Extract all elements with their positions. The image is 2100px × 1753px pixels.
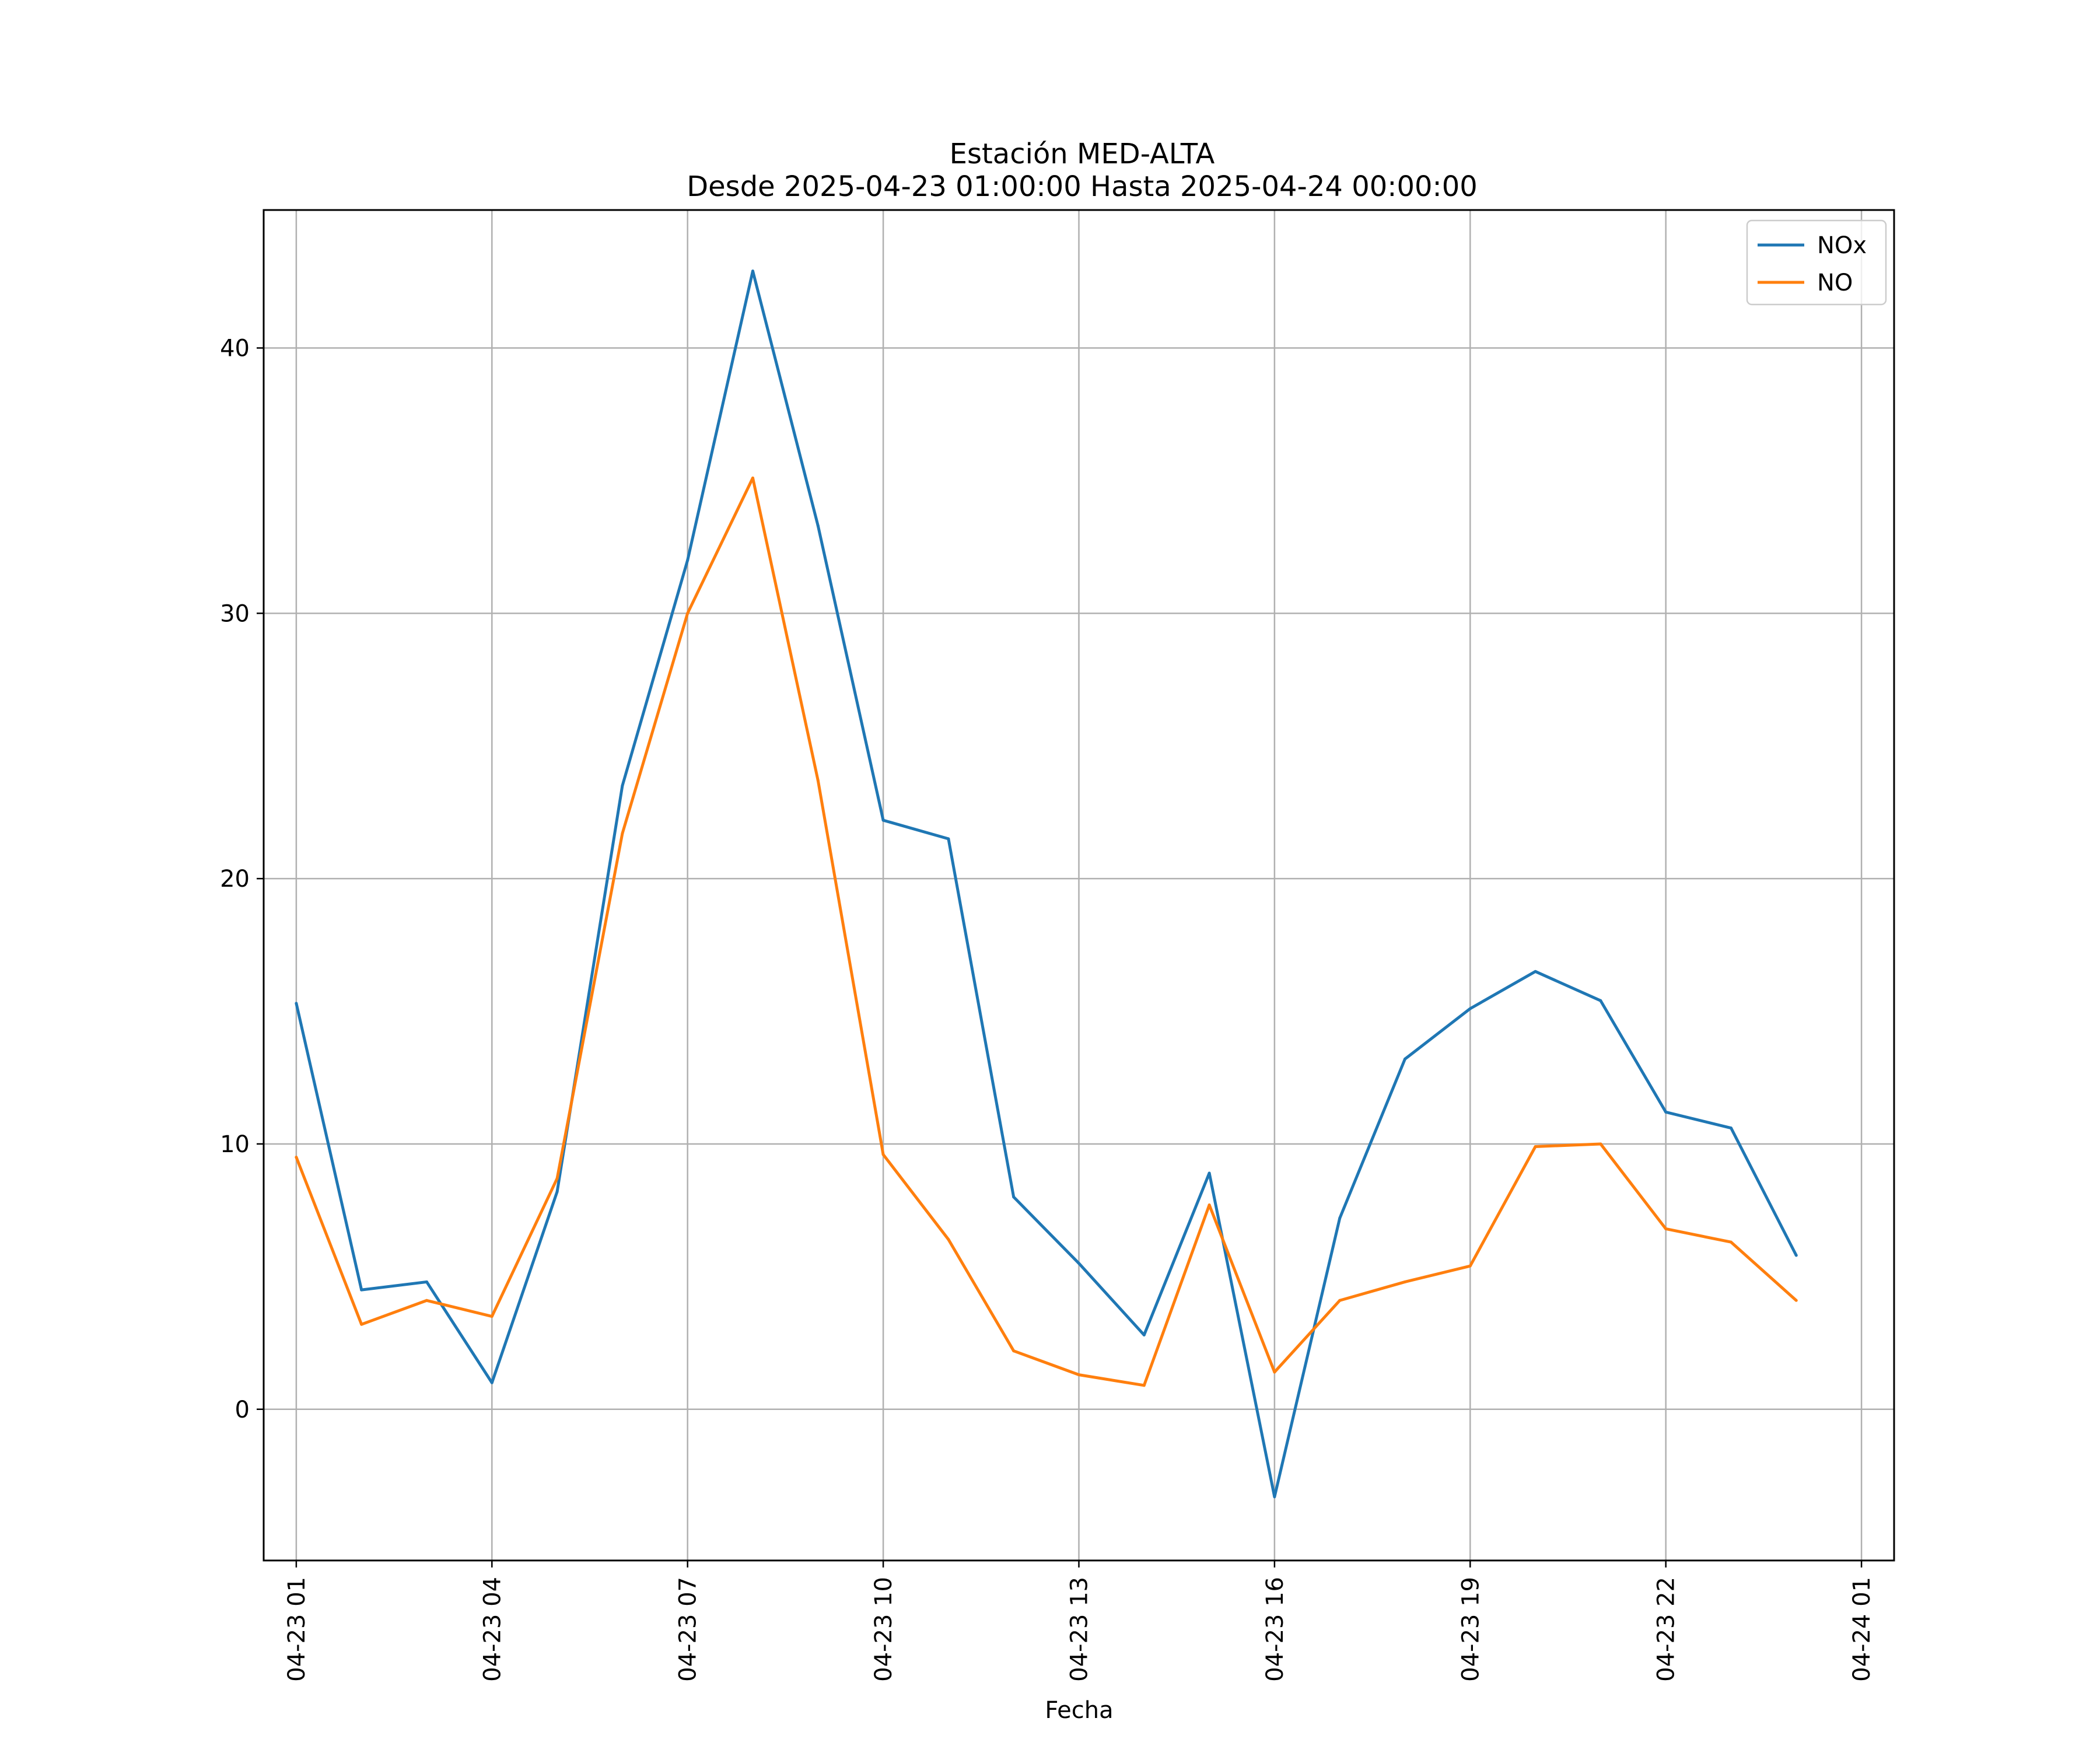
data-point-no [1599, 1142, 1602, 1146]
x-tick-label: 04-23 10 [870, 1577, 897, 1682]
legend-label-no: NO [1817, 270, 1853, 296]
data-point-nox [295, 1002, 298, 1005]
x-axis: 04-23 01 04-23 04 04-23 07 04-23 10 04-23 13… [284, 1560, 1875, 1682]
data-point-no [1077, 1373, 1080, 1377]
data-point-no [1534, 1145, 1537, 1148]
data-point-no [555, 1177, 559, 1180]
series-line-no [295, 476, 1797, 1387]
data-point-nox [1208, 1171, 1211, 1175]
grid-layer [264, 210, 1894, 1560]
data-point-nox [1794, 1254, 1798, 1257]
y-tick-label: 30 [220, 600, 250, 627]
data-point-no [1338, 1299, 1342, 1302]
y-tick-label: 20 [220, 866, 250, 893]
data-point-no [1142, 1384, 1146, 1387]
series-layer [295, 270, 1798, 1499]
y-tick-label: 10 [220, 1131, 250, 1158]
data-point-nox [686, 558, 690, 562]
x-tick-label: 04-23 07 [675, 1577, 702, 1682]
x-tick-label: 04-23 16 [1262, 1577, 1289, 1682]
data-point-no [360, 1322, 363, 1326]
data-point-no [1794, 1299, 1798, 1302]
data-point-nox [1338, 1216, 1342, 1220]
data-point-no [947, 1238, 950, 1241]
data-point-nox [360, 1288, 363, 1292]
x-axis-label: Fecha [1045, 1697, 1113, 1724]
data-point-nox [555, 1190, 559, 1194]
data-point-nox [490, 1381, 494, 1384]
data-point-nox [425, 1280, 428, 1283]
data-point-nox [1012, 1195, 1016, 1199]
data-point-nox [881, 818, 885, 822]
data-point-nox [621, 784, 624, 788]
y-tick-label: 40 [220, 335, 250, 362]
data-point-nox [947, 837, 950, 841]
data-point-no [686, 611, 690, 615]
data-point-no [1468, 1264, 1472, 1268]
data-point-no [751, 476, 754, 480]
x-tick-label: 04-23 04 [479, 1577, 506, 1682]
data-point-no [1730, 1240, 1732, 1244]
x-tick-label: 04-23 22 [1653, 1577, 1680, 1682]
data-point-nox [1468, 1007, 1472, 1010]
x-tick-label: 04-24 01 [1849, 1577, 1875, 1682]
data-point-no [881, 1153, 885, 1156]
series-line-nox [295, 270, 1798, 1499]
data-point-no [1208, 1203, 1211, 1207]
x-tick-label: 04-23 13 [1066, 1577, 1093, 1682]
data-point-no [621, 832, 624, 835]
data-point-no [425, 1299, 428, 1302]
data-point-nox [816, 524, 820, 527]
y-tick-label: 0 [235, 1397, 250, 1423]
data-point-no [816, 779, 820, 782]
y-axis: 0 10 20 30 40 [220, 335, 264, 1423]
data-point-nox [1273, 1495, 1276, 1499]
data-point-nox [1664, 1110, 1668, 1114]
data-point-no [1404, 1280, 1406, 1283]
data-point-nox [1404, 1057, 1406, 1061]
data-point-nox [1534, 970, 1537, 973]
data-point-no [490, 1315, 494, 1318]
data-point-no [1012, 1349, 1016, 1353]
data-point-no [295, 1156, 298, 1159]
x-tick-label: 04-23 19 [1457, 1577, 1484, 1682]
data-point-nox [1599, 999, 1602, 1002]
data-point-no [1664, 1227, 1668, 1230]
data-point-nox [1077, 1262, 1080, 1265]
data-point-nox [751, 270, 754, 273]
legend-label-nox: NOx [1817, 232, 1867, 259]
legend: NOx NO [1746, 219, 1887, 306]
data-point-nox [1142, 1333, 1146, 1336]
data-point-no [1273, 1370, 1276, 1374]
data-point-nox [1730, 1126, 1732, 1130]
chart-title: Estación MED-ALTA [950, 138, 1215, 170]
chart-subtitle: Desde 2025-04-23 01:00:00 Hasta 2025-04-… [687, 170, 1478, 203]
x-tick-label: 04-23 01 [284, 1577, 310, 1682]
